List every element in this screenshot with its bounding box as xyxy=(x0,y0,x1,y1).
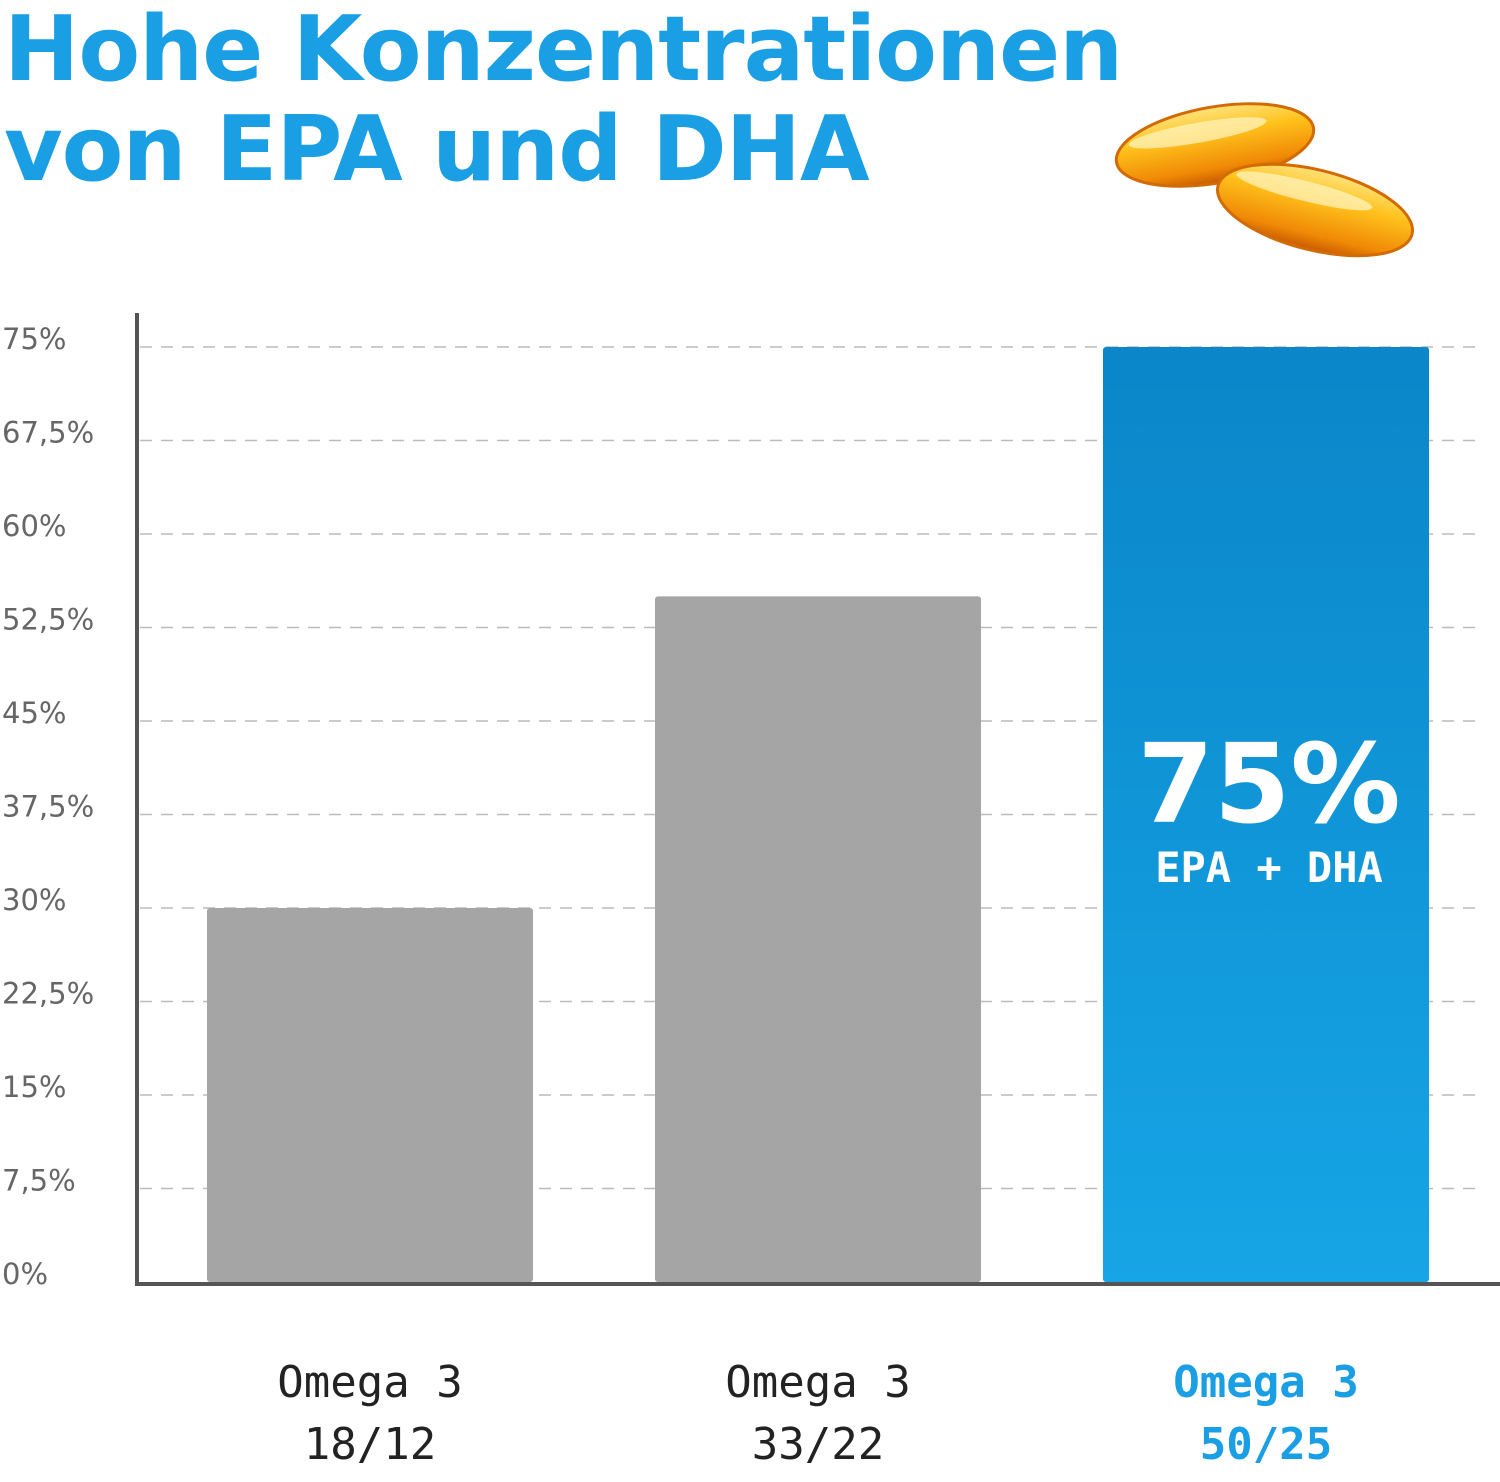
y-tick-label: 15% xyxy=(2,1070,66,1104)
category-label: Omega 3 xyxy=(277,1357,462,1408)
category-label: 33/22 xyxy=(752,1419,884,1470)
category-label: 50/25 xyxy=(1200,1419,1332,1470)
category-label: Omega 3 xyxy=(725,1357,910,1408)
y-tick-label: 0% xyxy=(2,1257,48,1291)
annotation-label: EPA + DHA xyxy=(1155,843,1383,892)
y-tick-label: 30% xyxy=(2,883,66,917)
category-label: Omega 3 xyxy=(1173,1357,1358,1408)
y-tick-label: 45% xyxy=(2,696,66,730)
page-title: Hohe Konzentrationen von EPA und DHA xyxy=(4,0,1123,202)
bar xyxy=(207,908,533,1282)
y-tick-label: 60% xyxy=(2,509,66,543)
bar-highlight xyxy=(1103,347,1429,1282)
omega-3-capsules-icon xyxy=(1114,102,1415,258)
y-tick-label: 22,5% xyxy=(2,977,94,1011)
title-line-1: Hohe Konzentrationen xyxy=(4,0,1123,102)
bar-annotation: 75% EPA + DHA xyxy=(1137,720,1400,892)
bars xyxy=(207,347,1429,1282)
y-tick-label: 67,5% xyxy=(2,416,94,450)
annotation-value: 75% xyxy=(1137,720,1400,848)
y-tick-label: 52,5% xyxy=(2,603,94,637)
x-axis-labels: Omega 3 18/12 Omega 3 33/22 Omega 3 50/25 xyxy=(277,1357,1358,1470)
bar xyxy=(655,596,981,1282)
category-label: 18/12 xyxy=(304,1419,436,1470)
title-line-2: von EPA und DHA xyxy=(4,97,870,202)
y-axis-ticks: 0% 7,5% 15% 22,5% 30% 37,5% 45% 52,5% 60% 67,5% 75… xyxy=(2,322,94,1291)
y-tick-label: 37,5% xyxy=(2,790,94,824)
y-tick-label: 75% xyxy=(2,322,66,356)
y-tick-label: 7,5% xyxy=(2,1164,76,1198)
